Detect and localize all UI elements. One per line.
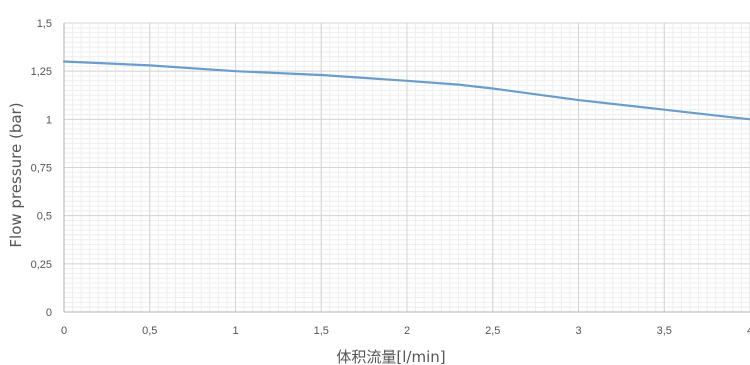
x-tick-label: 2,5 — [485, 325, 500, 337]
x-tick-label: 1 — [232, 325, 238, 337]
x-tick-label: 0,5 — [142, 325, 157, 337]
y-tick-label: 0,25 — [31, 259, 52, 271]
y-axis-title: Flow pressure (bar) — [7, 102, 25, 247]
x-tick-label: 0 — [61, 325, 67, 337]
x-tick-label: 2 — [404, 325, 410, 337]
y-tick-label: 0 — [46, 307, 52, 319]
x-tick-labels: 0 0,5 1 1,5 2 2,5 3 3,5 4 — [61, 325, 750, 337]
y-tick-label: 1 — [46, 114, 52, 126]
y-tick-label: 1,5 — [37, 18, 52, 30]
x-tick-label: 1,5 — [314, 325, 329, 337]
x-tick-label: 4 — [747, 325, 750, 337]
x-tick-label: 3 — [575, 325, 581, 337]
series-layer — [62, 60, 750, 121]
y-tick-label: 1,25 — [31, 66, 52, 78]
y-tick-labels: 0 0,25 0,5 0,75 1 1,25 1,5 — [31, 18, 52, 319]
y-tick-label: 0,75 — [31, 163, 52, 175]
y-tick-label: 0,5 — [37, 211, 52, 223]
x-axis-title: 体积流量[l/min] — [336, 348, 445, 365]
series-line — [62, 60, 750, 121]
x-tick-label: 3,5 — [657, 325, 672, 337]
